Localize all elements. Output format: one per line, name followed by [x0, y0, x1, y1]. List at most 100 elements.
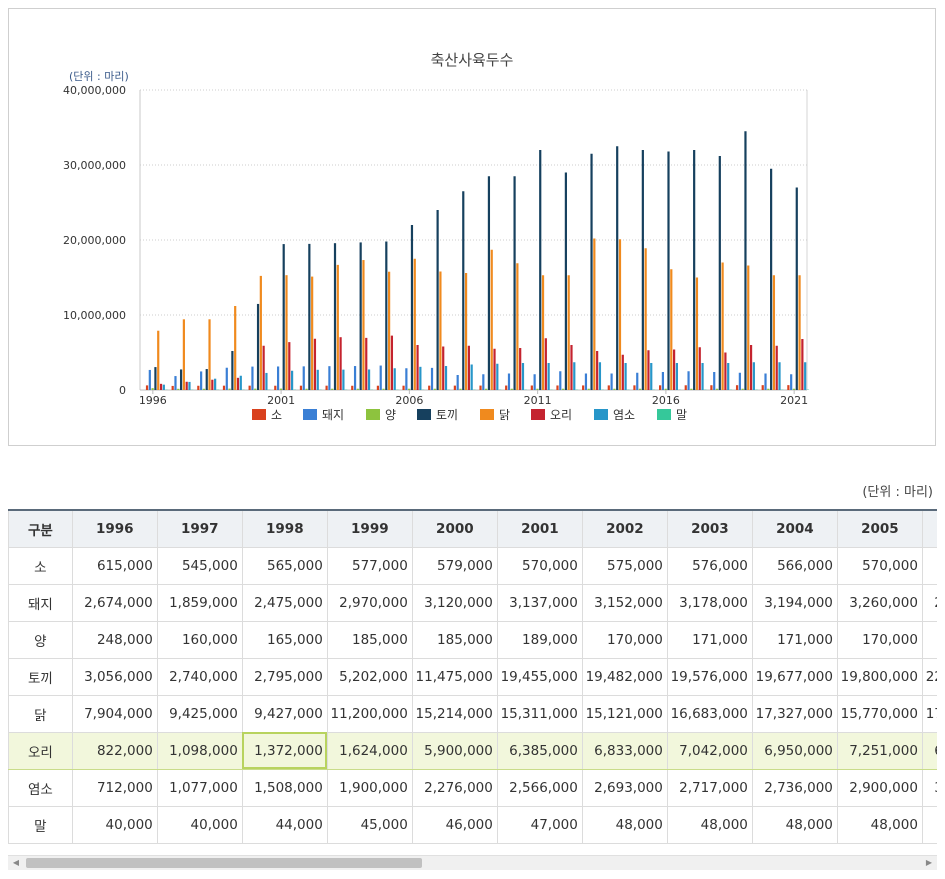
table-cell[interactable]: 15,311,000 [496, 694, 583, 733]
table-cell[interactable]: 2,674,000 [71, 583, 158, 622]
table-cell[interactable]: 2,717,000 [666, 768, 753, 807]
table-cell[interactable]: 570,000 [836, 546, 923, 585]
table-cell[interactable]: 2,475,000 [241, 583, 328, 622]
table-row[interactable]: 돼지 2,674,000 1,859,000 2,475,000 2,970,000 3,… [8, 583, 937, 622]
table-cell[interactable]: 185,000 [326, 620, 413, 659]
table-row[interactable]: 닭 7,904,000 9,425,000 9,427,000 11,200,000 15… [8, 694, 937, 733]
table-cell[interactable]: 19,800,000 [836, 657, 923, 696]
table-cell[interactable]: 1,900,000 [326, 768, 413, 807]
table-cell[interactable]: 5,900,000 [411, 731, 498, 770]
table-cell[interactable]: 11,200,000 [326, 694, 413, 733]
table-row[interactable]: 오리 822,000 1,098,000 1,372,000 1,624,000 5,90… [8, 731, 937, 770]
table-cell[interactable]: 2,736,000 [751, 768, 838, 807]
table-cell[interactable]: 566,000 [751, 546, 838, 585]
table-cell[interactable]: 171,000 [751, 620, 838, 659]
table-cell[interactable]: 3,260,000 [836, 583, 923, 622]
table-cell[interactable]: 170,000 [581, 620, 668, 659]
table-cell[interactable]: 5,202,000 [326, 657, 413, 696]
scrollbar-thumb[interactable] [26, 858, 422, 868]
scroll-right-arrow-icon[interactable]: ▶ [925, 858, 933, 867]
table-cell[interactable]: 9,427,000 [241, 694, 328, 733]
table-cell[interactable]: 48,000 [751, 805, 838, 844]
table-cell[interactable]: 19,482,000 [581, 657, 668, 696]
table-cell[interactable]: 2,693,000 [581, 768, 668, 807]
table-cell[interactable]: 3,090,000 [921, 768, 937, 807]
table-cell[interactable]: 3,194,000 [751, 583, 838, 622]
table-row[interactable]: 양 248,000 160,000 165,000 185,000 185,000 189,… [8, 620, 937, 659]
table-cell[interactable]: 17,327,000 [751, 694, 838, 733]
table-cell[interactable]: 165,000 [241, 620, 328, 659]
table-cell[interactable]: 570,000 [496, 546, 583, 585]
table-cell[interactable]: 712,000 [71, 768, 158, 807]
horizontal-scrollbar[interactable]: ◀ ▶ [8, 855, 937, 870]
table-row[interactable]: 토끼 3,056,000 2,740,000 2,795,000 5,202,000 11… [8, 657, 937, 696]
table-cell[interactable]: 16,683,000 [666, 694, 753, 733]
table-cell[interactable]: 19,677,000 [751, 657, 838, 696]
table-cell[interactable]: 6,833,000 [581, 731, 668, 770]
table-scroll-container[interactable]: 구분 1996 1997 1998 1999 2000 2001 2002 2003 2004 20… [8, 509, 937, 854]
table-cell[interactable]: 822,000 [71, 731, 158, 770]
table-cell[interactable]: 46,000 [411, 805, 498, 844]
table-cell[interactable]: 2,795,000 [241, 657, 328, 696]
table-cell[interactable]: 7,904,000 [71, 694, 158, 733]
table-cell[interactable]: 19,455,000 [496, 657, 583, 696]
table-cell[interactable]: 47,000 [496, 805, 583, 844]
table-cell[interactable]: 248,000 [71, 620, 158, 659]
table-cell[interactable]: 189,000 [496, 620, 583, 659]
table-cell[interactable]: 3,120,000 [411, 583, 498, 622]
table-cell[interactable]: 19,576,000 [666, 657, 753, 696]
table-cell[interactable]: 7,251,000 [836, 731, 923, 770]
table-cell[interactable]: 15,121,000 [581, 694, 668, 733]
table-cell[interactable]: 575,000 [921, 546, 937, 585]
table-cell[interactable]: 17,500,000 [921, 694, 937, 733]
table-cell[interactable]: 3,056,000 [71, 657, 158, 696]
table-cell[interactable]: 565,000 [241, 546, 328, 585]
table-cell[interactable]: 40,000 [156, 805, 243, 844]
table-cell[interactable]: 3,178,000 [666, 583, 753, 622]
table-cell[interactable]: 11,475,000 [411, 657, 498, 696]
table-cell[interactable]: 2,740,000 [156, 657, 243, 696]
table-cell[interactable]: 48,000 [581, 805, 668, 844]
table-cell[interactable]: 1,098,000 [156, 731, 243, 770]
table-cell[interactable]: 1,859,000 [156, 583, 243, 622]
table-cell[interactable]: 169,000 [921, 620, 937, 659]
table-cell[interactable]: 45,000 [326, 805, 413, 844]
table-cell[interactable]: 40,000 [71, 805, 158, 844]
table-cell[interactable]: 575,000 [581, 546, 668, 585]
table-cell[interactable]: 2,566,000 [496, 768, 583, 807]
table-row[interactable]: 말 40,000 40,000 44,000 45,000 46,000 47,000 48,… [8, 805, 937, 844]
table-cell[interactable]: 579,000 [411, 546, 498, 585]
table-cell[interactable]: 1,624,000 [326, 731, 413, 770]
table-cell[interactable]: 160,000 [156, 620, 243, 659]
table-cell[interactable]: 9,425,000 [156, 694, 243, 733]
table-cell[interactable]: 576,000 [666, 546, 753, 585]
table-cell[interactable]: 1,372,000 [241, 731, 328, 770]
table-cell[interactable]: 6,950,000 [751, 731, 838, 770]
table-cell[interactable]: 15,770,000 [836, 694, 923, 733]
table-cell[interactable]: 6,385,000 [496, 731, 583, 770]
table-cell[interactable]: 185,000 [411, 620, 498, 659]
table-row[interactable]: 염소 712,000 1,077,000 1,508,000 1,900,000 2,27… [8, 768, 937, 807]
table-cell[interactable]: 48,000 [666, 805, 753, 844]
table-cell[interactable]: 1,077,000 [156, 768, 243, 807]
table-cell[interactable]: 6,000,000 [921, 731, 937, 770]
table-cell[interactable]: 170,000 [836, 620, 923, 659]
table-cell[interactable]: 2,970,000 [326, 583, 413, 622]
table-cell[interactable]: 2,276,000 [411, 768, 498, 807]
table-cell[interactable]: 615,000 [71, 546, 158, 585]
table-cell[interactable]: 48,000 [836, 805, 923, 844]
table-cell[interactable]: 7,042,000 [666, 731, 753, 770]
table-cell[interactable]: 22,000,000 [921, 657, 937, 696]
table-cell[interactable]: 1,508,000 [241, 768, 328, 807]
table-cell[interactable]: 171,000 [666, 620, 753, 659]
table-cell[interactable]: 15,214,000 [411, 694, 498, 733]
table-cell[interactable]: 3,137,000 [496, 583, 583, 622]
table-cell[interactable]: 48,000 [921, 805, 937, 844]
table-row[interactable]: 소 615,000 545,000 565,000 577,000 579,000 570,… [8, 546, 937, 585]
table-cell[interactable]: 2,900,000 [921, 583, 937, 622]
table-cell[interactable]: 44,000 [241, 805, 328, 844]
scroll-left-arrow-icon[interactable]: ◀ [12, 858, 20, 867]
table-cell[interactable]: 2,900,000 [836, 768, 923, 807]
table-cell[interactable]: 545,000 [156, 546, 243, 585]
table-cell[interactable]: 577,000 [326, 546, 413, 585]
